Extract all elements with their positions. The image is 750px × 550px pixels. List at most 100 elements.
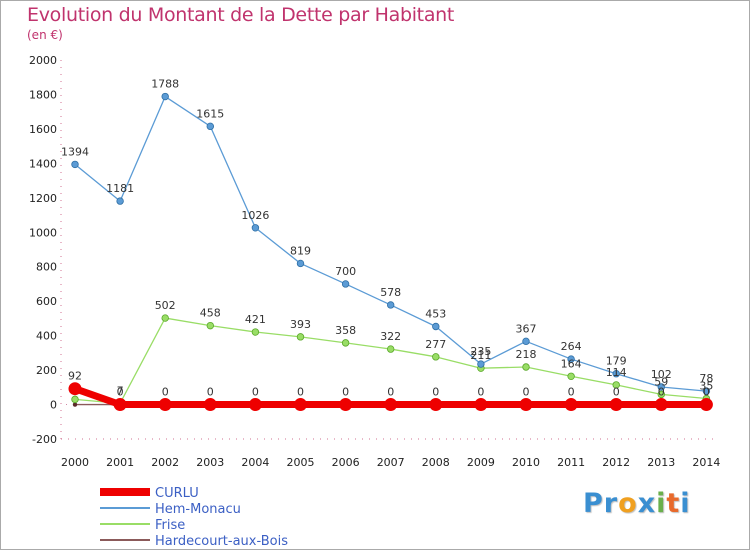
y-tick-label: 400 [36, 330, 57, 343]
chart-title: Evolution du Montant de la Dette par Hab… [27, 4, 455, 26]
data-point [161, 92, 169, 101]
data-point [251, 224, 260, 232]
data-label: 35 [699, 380, 713, 393]
data-point [612, 370, 620, 378]
y-tick-label: 2000 [29, 54, 57, 67]
x-tick-label: 2004 [241, 456, 269, 469]
data-point [522, 337, 530, 346]
y-tick-label: 1600 [29, 123, 57, 136]
data-label: 502 [155, 299, 176, 312]
x-tick-label: 2011 [557, 456, 585, 469]
x-tick-label: 2014 [692, 456, 720, 469]
data-point [432, 353, 440, 361]
data-point [161, 314, 169, 322]
x-tick-label: 2001 [106, 456, 134, 469]
proxiti-logo: Proxiti [583, 488, 691, 519]
data-label: 819 [290, 244, 311, 257]
data-label: 1394 [61, 145, 89, 158]
data-point [429, 398, 443, 412]
data-point [116, 197, 124, 205]
x-tick-label: 2002 [151, 456, 179, 469]
data-point [519, 398, 533, 412]
data-label: 322 [380, 330, 401, 343]
data-point [206, 122, 214, 131]
data-label: 0 [207, 386, 214, 399]
data-label: 0 [613, 386, 620, 399]
data-label: 358 [335, 324, 356, 337]
axes: -200020040060080010001200140016001800200… [29, 54, 720, 469]
data-point [657, 383, 665, 391]
data-label: 0 [252, 386, 259, 399]
logo-letter: x [637, 488, 657, 519]
data-label: 0 [432, 386, 439, 399]
x-tick-label: 2006 [332, 456, 360, 469]
data-label: 0 [703, 386, 710, 399]
data-label: 0 [523, 386, 530, 399]
data-point [68, 382, 82, 396]
data-point [158, 398, 172, 412]
data-point [71, 160, 79, 169]
data-point [113, 398, 127, 412]
data-label: 1026 [241, 209, 269, 222]
data-point [612, 381, 620, 389]
y-tick-label: -200 [32, 433, 57, 446]
data-label: 0 [387, 386, 394, 399]
data-point [339, 398, 353, 412]
data-label: 277 [425, 338, 446, 351]
data-label: 367 [516, 322, 537, 335]
data-point [387, 301, 395, 309]
data-label: 264 [561, 340, 582, 353]
data-label: 453 [425, 308, 446, 321]
logo-letter: t [666, 488, 681, 519]
data-point [699, 398, 713, 412]
data-label: 0 [297, 386, 304, 399]
x-tick-label: 2008 [422, 456, 450, 469]
data-labels: 1394118117881615102681970057845323536726… [61, 78, 713, 399]
data-label: 211 [470, 349, 491, 362]
legend-label: Frise [155, 518, 185, 533]
logo-letter: r [603, 488, 619, 519]
chart-subtitle: (en €) [27, 28, 63, 42]
data-label: 0 [117, 386, 124, 399]
data-point [474, 398, 488, 412]
data-point [564, 398, 578, 412]
data-label: 393 [290, 318, 311, 331]
data-point [384, 398, 398, 412]
y-tick-label: 1400 [29, 157, 57, 170]
data-point [522, 363, 530, 371]
y-tick-label: 600 [36, 295, 57, 308]
data-point [609, 398, 623, 412]
data-label: 179 [606, 355, 627, 368]
data-point [387, 345, 395, 353]
y-tick-label: 800 [36, 261, 57, 274]
data-label: 235 [470, 345, 491, 358]
logo-letter: i [656, 488, 667, 519]
data-label: 458 [200, 307, 221, 320]
data-point [657, 390, 665, 399]
x-tick-label: 2009 [467, 456, 495, 469]
x-tick-label: 2013 [647, 456, 675, 469]
data-point [702, 387, 711, 395]
data-label: 78 [699, 372, 713, 385]
x-tick-label: 2003 [196, 456, 224, 469]
data-point [296, 333, 305, 341]
data-point [341, 339, 350, 347]
data-label: 102 [651, 368, 672, 381]
data-label: 700 [335, 265, 356, 278]
x-tick-label: 2012 [602, 456, 630, 469]
data-point [203, 398, 217, 412]
legend-label: Hardecourt-aux-Bois [155, 534, 288, 549]
x-tick-label: 2000 [61, 456, 89, 469]
data-point [567, 372, 575, 380]
data-point [294, 398, 307, 412]
logo-letter: i [680, 488, 691, 519]
data-label: 59 [654, 375, 668, 388]
data-label: 7 [117, 384, 124, 397]
y-tick-label: 1000 [29, 226, 57, 239]
data-label: 578 [380, 286, 401, 299]
data-label: 0 [568, 386, 575, 399]
data-point [248, 398, 262, 412]
